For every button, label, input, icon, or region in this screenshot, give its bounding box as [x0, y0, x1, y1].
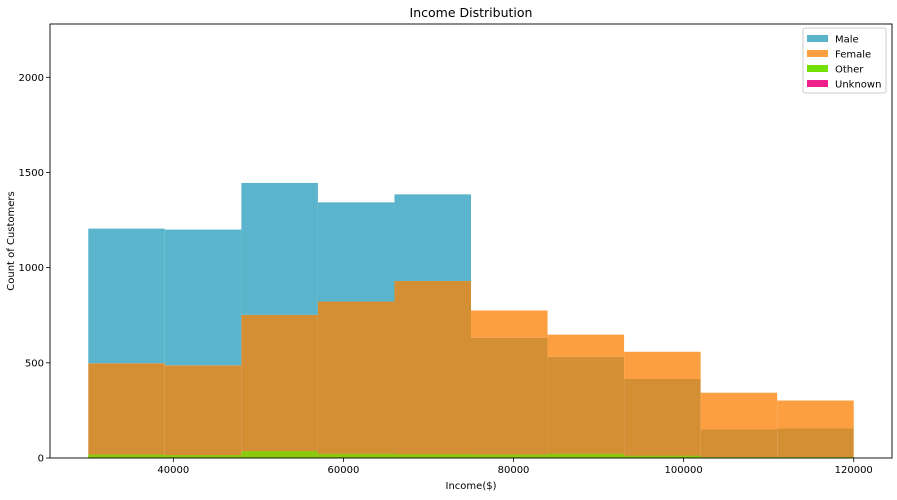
y-axis-label: Count of Customers	[6, 191, 17, 290]
legend: Male Female Other Unknown	[802, 27, 887, 94]
bar-male	[241, 182, 318, 315]
axes-layer	[49, 23, 893, 459]
legend-label-female: Female	[835, 50, 871, 61]
x-tick-label: 80000	[498, 465, 530, 476]
legend-label-unknown: Unknown	[835, 80, 881, 91]
bar-male	[394, 194, 471, 281]
bars-layer	[88, 182, 854, 458]
bar-overlap	[394, 280, 471, 458]
x-axis-label: Income($)	[446, 481, 497, 492]
bar-other	[471, 454, 548, 458]
bar-female	[777, 400, 854, 429]
bar-male	[164, 229, 242, 366]
legend-swatch-male	[807, 35, 828, 42]
legend-label-male: Male	[835, 35, 859, 46]
bar-overlap	[317, 301, 395, 458]
bar-female	[547, 334, 625, 357]
bar-overlap	[777, 428, 854, 458]
bar-overlap	[241, 314, 318, 458]
bar-other	[547, 453, 625, 458]
bar-overlap	[471, 337, 548, 458]
ticks-layer: 40000 60000 80000 100000 120000 0 500 1000 1500 2…	[19, 73, 873, 476]
bar-male	[88, 228, 165, 364]
bar-other	[241, 451, 318, 458]
plot-frame	[49, 23, 893, 459]
bar-female	[624, 351, 701, 380]
x-tick-label: 60000	[328, 465, 360, 476]
chart-title: Income Distribution	[410, 5, 533, 20]
bar-other	[777, 457, 854, 458]
bar-other	[317, 453, 395, 458]
bar-other	[394, 454, 471, 458]
bar-female	[700, 392, 778, 430]
bar-overlap	[88, 363, 165, 458]
bar-overlap	[624, 379, 701, 458]
x-tick-label: 100000	[665, 465, 703, 476]
bar-other	[164, 455, 242, 458]
bar-other	[88, 454, 165, 458]
bar-female	[471, 310, 548, 338]
bar-overlap	[164, 365, 242, 458]
y-tick-label: 1000	[19, 263, 44, 274]
x-tick-label: 120000	[835, 465, 873, 476]
legend-label-other: Other	[835, 65, 864, 76]
y-tick-label: 0	[38, 454, 44, 465]
bar-overlap	[700, 429, 778, 458]
bar-overlap	[547, 356, 625, 458]
y-tick-label: 2000	[19, 73, 44, 84]
legend-swatch-female	[807, 50, 828, 57]
y-tick-label: 1500	[19, 168, 44, 179]
bar-other	[624, 455, 701, 458]
y-tick-label: 500	[25, 358, 44, 369]
legend-swatch-other	[807, 65, 828, 72]
bar-other	[700, 457, 778, 458]
legend-swatch-unknown	[807, 80, 828, 87]
x-tick-label: 40000	[157, 465, 189, 476]
legend-box	[802, 27, 887, 94]
bar-male	[317, 202, 395, 302]
